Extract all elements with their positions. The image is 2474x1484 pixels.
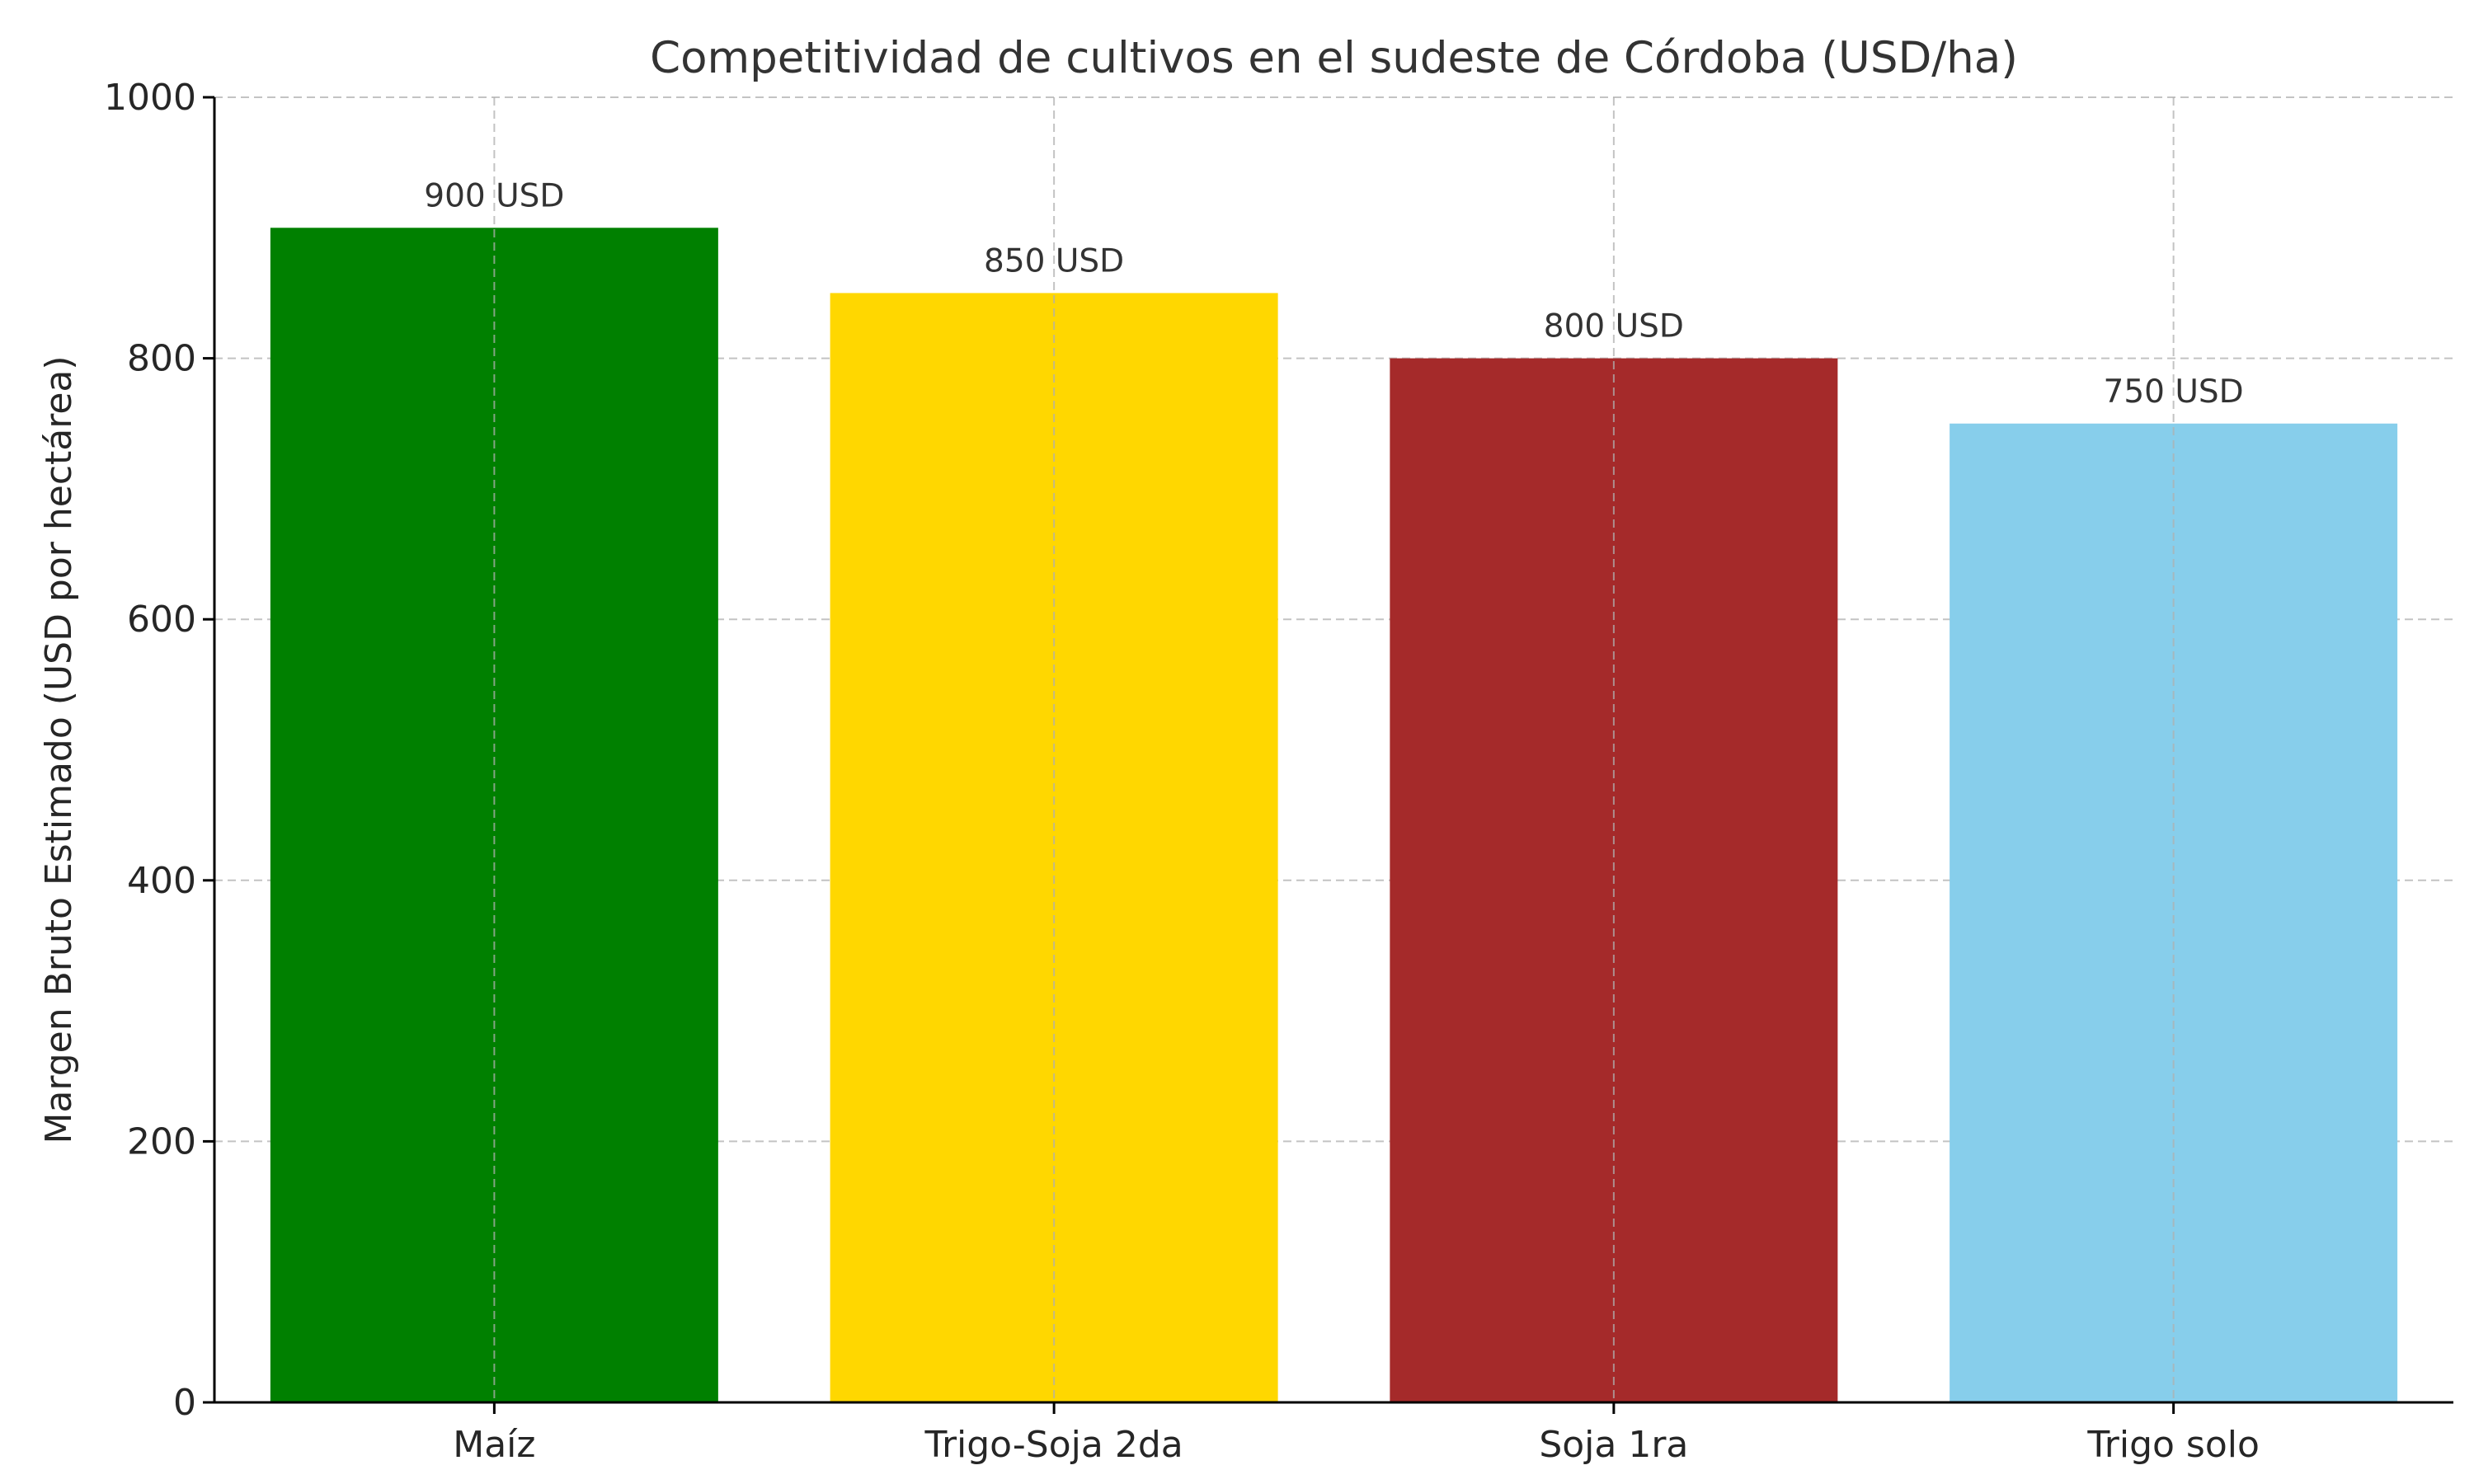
x-tick-label: Trigo solo xyxy=(2086,1424,2260,1466)
data-labels-layer: 900 USD 850 USD 800 USD 750 USD xyxy=(424,97,2244,1402)
axes-layer xyxy=(213,97,2453,1404)
ticks-layer: 0 200 400 600 800 1000 Maíz Trigo-Soja 2da Soja … xyxy=(104,77,2260,1466)
bar-value-label: 800 USD xyxy=(1544,308,1684,345)
bar xyxy=(1950,423,2398,1402)
chart-title: Competitividad de cultivos en el sudeste… xyxy=(650,33,2018,83)
y-tick-label: 200 xyxy=(127,1120,196,1162)
y-tick-label: 800 xyxy=(127,338,196,380)
y-tick-label: 0 xyxy=(173,1382,196,1424)
y-axis-label: Margen Bruto Estimado (USD por hectárea) xyxy=(38,355,80,1144)
x-tick-label: Trigo-Soja 2da xyxy=(924,1424,1183,1466)
x-tick-label: Maíz xyxy=(453,1424,535,1466)
y-tick-label: 600 xyxy=(127,599,196,641)
y-tick-label: 1000 xyxy=(104,77,196,119)
x-tick-label: Soja 1ra xyxy=(1539,1424,1688,1466)
bar-value-label: 850 USD xyxy=(984,242,1124,279)
bar xyxy=(830,293,1278,1403)
bar-value-label: 900 USD xyxy=(424,177,564,214)
y-tick-label: 400 xyxy=(127,860,196,902)
bars-layer xyxy=(270,228,2398,1403)
bar-value-label: 750 USD xyxy=(2104,373,2244,411)
